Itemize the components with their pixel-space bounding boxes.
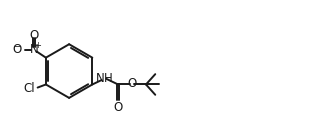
Text: O: O <box>30 30 39 43</box>
Text: +: + <box>34 42 41 51</box>
Text: −: − <box>13 41 20 50</box>
Text: Cl: Cl <box>23 82 35 95</box>
Text: N: N <box>95 72 104 85</box>
Text: O: O <box>113 101 123 114</box>
Text: O: O <box>127 77 137 90</box>
Text: O: O <box>12 43 21 56</box>
Text: H: H <box>104 72 113 85</box>
Text: N: N <box>30 43 38 56</box>
